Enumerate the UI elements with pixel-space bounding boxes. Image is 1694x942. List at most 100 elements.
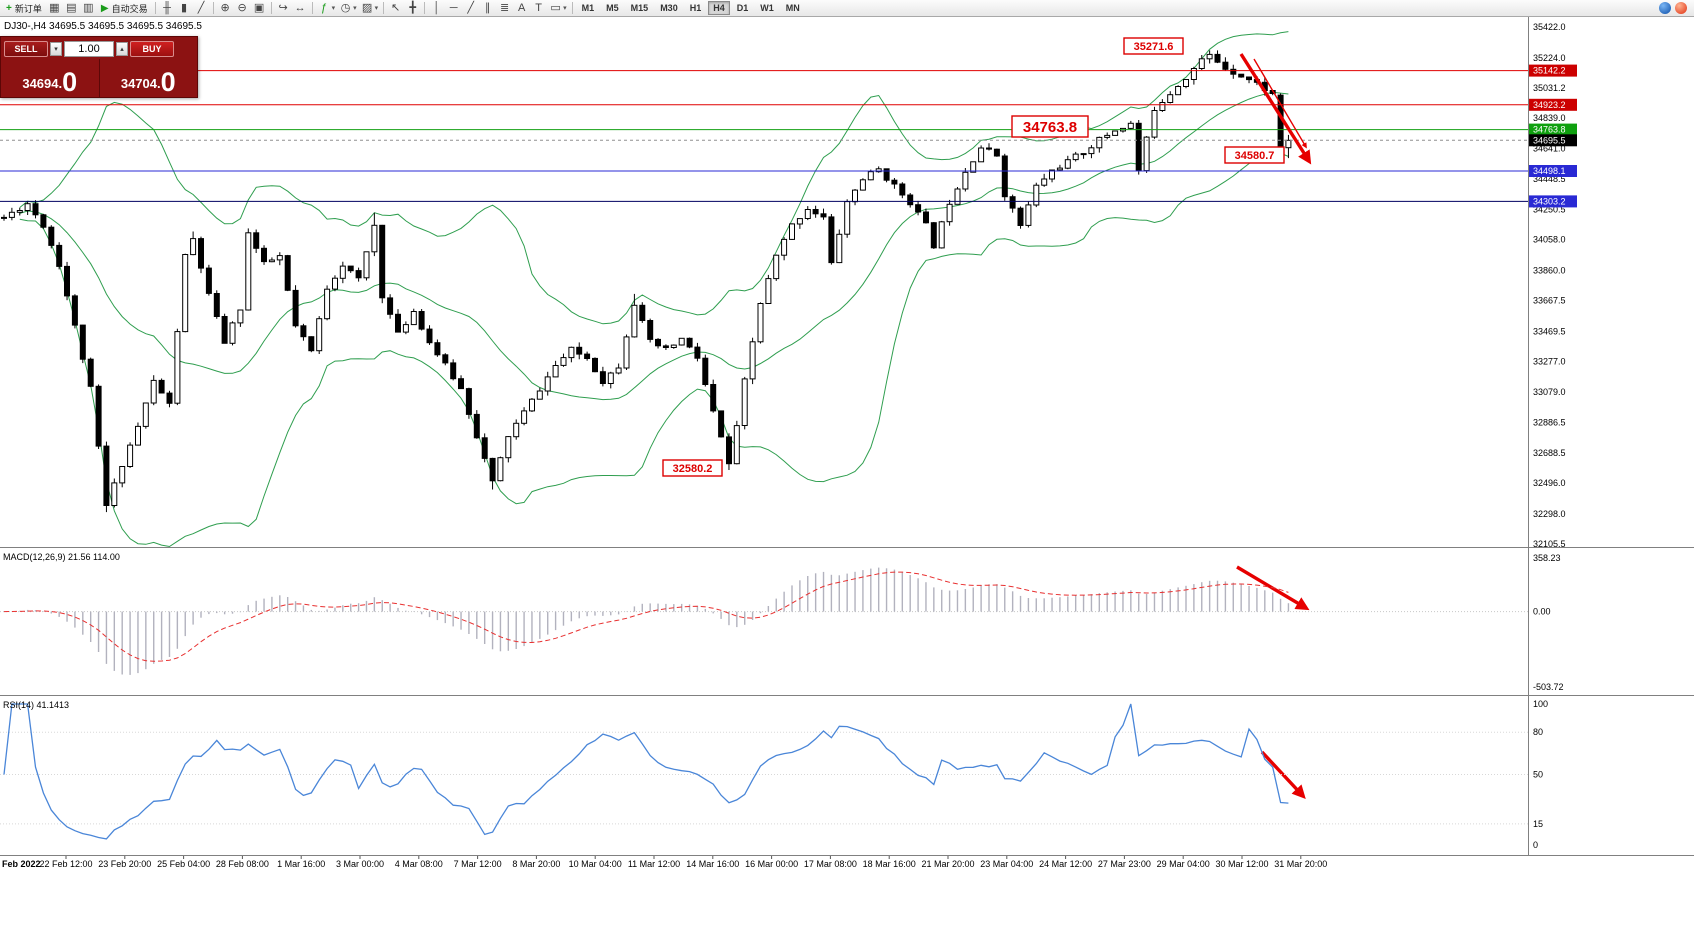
svg-text:35271.6: 35271.6 — [1134, 41, 1174, 53]
svg-text:8 Mar 20:00: 8 Mar 20:00 — [512, 859, 560, 869]
timeframe-m15-button[interactable]: M15 — [630, 3, 649, 13]
svg-text:1 Mar 16:00: 1 Mar 16:00 — [277, 859, 325, 869]
rsi-label: RSI(14) 41.1413 — [3, 700, 69, 710]
svg-text:32886.5: 32886.5 — [1533, 417, 1566, 427]
svg-text:10 Mar 04:00: 10 Mar 04:00 — [569, 859, 622, 869]
zoom-in-icon[interactable]: ⊕ — [220, 1, 230, 14]
cursor-icon[interactable]: ↖ — [391, 1, 401, 14]
svg-text:33079.0: 33079.0 — [1533, 387, 1566, 397]
svg-text:18 Mar 16:00: 18 Mar 16:00 — [863, 859, 916, 869]
chart-shift-icon[interactable]: ↔ — [294, 1, 306, 14]
one-click-prices: 34694. 0 34704. 0 — [1, 59, 197, 97]
price-annotations[interactable]: 35271.6 34763.8 34580.7 32580.2 — [662, 37, 1285, 477]
buy-button[interactable]: BUY — [130, 41, 174, 57]
svg-text:34923.2: 34923.2 — [1533, 100, 1566, 110]
volume-decrease-button[interactable]: ▾ — [50, 42, 62, 56]
sell-button[interactable]: SELL — [4, 41, 48, 57]
svg-text:35142.2: 35142.2 — [1533, 66, 1566, 76]
svg-text:23 Mar 04:00: 23 Mar 04:00 — [980, 859, 1033, 869]
indicators-icon[interactable]: ƒ — [321, 1, 328, 14]
macd-pane: MACD(12,26,9) 21.56 114.00 358.23 0.00 -503… — [0, 552, 1564, 692]
channel-icon[interactable]: ∥ — [484, 1, 491, 14]
vline-icon[interactable]: │ — [433, 1, 441, 14]
svg-text:35422.0: 35422.0 — [1533, 22, 1566, 32]
trend-arrows[interactable] — [1236, 53, 1312, 799]
svg-text:24 Mar 12:00: 24 Mar 12:00 — [1039, 859, 1092, 869]
trendline-icon[interactable]: ╱ — [467, 1, 474, 14]
timeframe-h4-button[interactable]: H4 — [708, 1, 730, 15]
dropdown-caret-icon[interactable]: ▾ — [374, 5, 379, 12]
toolbar-separator — [383, 2, 385, 14]
svg-text:17 Mar 08:00: 17 Mar 08:00 — [804, 859, 857, 869]
shapes-icon[interactable]: ▭ — [550, 1, 561, 14]
candles-type-icon[interactable]: ▮ — [181, 1, 188, 14]
svg-text:30 Mar 12:00: 30 Mar 12:00 — [1215, 859, 1268, 869]
new-order-button-label: 新订单 — [14, 3, 42, 14]
svg-text:34303.2: 34303.2 — [1533, 196, 1566, 206]
new-order-button[interactable]: + 新订单 — [3, 1, 45, 16]
svg-text:32496.0: 32496.0 — [1533, 478, 1566, 488]
svg-text:100: 100 — [1533, 699, 1548, 709]
svg-text:15: 15 — [1533, 819, 1543, 829]
status-red-icon[interactable] — [1675, 2, 1687, 14]
timeframe-mn-button[interactable]: MN — [785, 3, 800, 13]
buy-price-frac: 0 — [160, 67, 176, 97]
svg-text:7 Mar 12:00: 7 Mar 12:00 — [454, 859, 502, 869]
toolbar-separator — [212, 2, 214, 14]
periods-icon[interactable]: ◷ — [340, 1, 351, 14]
text-icon[interactable]: A — [517, 1, 526, 14]
market-watch-icon[interactable]: ▥ — [83, 1, 94, 14]
toolbar: + 新订单 ▦ ▤ ▥ ▶ 自动交易 ╫ ▮ ╱ ⊕ ⊖ ▣ ↪ ↔ ƒ ▾ ◷ ▾ ▨ ▾ ↖ ╋ │ ─ ╱ ∥ ≣ A T ▭ ▾ M1 M… — [0, 0, 1694, 17]
one-click-controls: SELL ▾ ▴ BUY — [1, 37, 197, 59]
volume-increase-button[interactable]: ▴ — [116, 42, 128, 56]
chart-canvas[interactable]: 35422.0 35224.0 35031.2 34839.0 34641.0 34448… — [0, 17, 1694, 942]
svg-text:3 Mar 00:00: 3 Mar 00:00 — [336, 859, 384, 869]
charts-icon[interactable]: ▦ — [49, 1, 60, 14]
status-icons — [1659, 2, 1692, 14]
svg-text:34250.5: 34250.5 — [1533, 205, 1566, 215]
svg-text:32105.5: 32105.5 — [1533, 539, 1566, 549]
line-type-icon[interactable]: ╱ — [197, 1, 205, 14]
rsi-pane: RSI(14) 41.1413 100 80 50 15 0 — [0, 699, 1548, 850]
hline-icon[interactable]: ─ — [449, 1, 458, 14]
buy-price[interactable]: 34704. 0 — [100, 59, 198, 97]
svg-text:23 Feb 20:00: 23 Feb 20:00 — [98, 859, 151, 869]
buy-price-int: 34704 — [120, 76, 157, 91]
sell-price-frac: 0 — [62, 67, 78, 97]
label-icon[interactable]: T — [535, 1, 542, 14]
timeframe-w1-button[interactable]: W1 — [760, 3, 774, 13]
auto-trading-button-label: 自动交易 — [111, 3, 148, 14]
crosshair-icon[interactable]: ╋ — [409, 1, 416, 14]
toolbar-separator — [154, 2, 156, 14]
zoom-out-icon[interactable]: ⊖ — [237, 1, 247, 14]
tile-windows-icon[interactable]: ▣ — [253, 1, 265, 14]
profiles-icon[interactable]: ▤ — [66, 1, 77, 14]
toolbar-buttons: + 新订单 ▦ ▤ ▥ ▶ 自动交易 ╫ ▮ ╱ ⊕ ⊖ ▣ ↪ ↔ ƒ ▾ ◷ ▾ ▨ ▾ ↖ ╋ │ ─ ╱ ∥ ≣ A T ▭ ▾ M1 M… — [2, 0, 1659, 16]
timeframe-m5-button[interactable]: M5 — [606, 3, 619, 13]
play-icon: ▶ — [100, 2, 109, 14]
status-blue-icon[interactable] — [1659, 2, 1671, 14]
sell-price-int: 34694 — [22, 76, 59, 91]
timeframe-m30-button[interactable]: M30 — [660, 3, 678, 13]
chart-title: DJ30-,H4 34695.5 34695.5 34695.5 34695.5 — [4, 21, 202, 32]
svg-text:32298.0: 32298.0 — [1533, 509, 1566, 519]
sell-price[interactable]: 34694. 0 — [1, 59, 99, 97]
timeframe-m1-button[interactable]: M1 — [581, 3, 595, 13]
timeframe-h1-button[interactable]: H1 — [689, 3, 702, 13]
bars-type-icon[interactable]: ╫ — [163, 1, 171, 14]
timeframe-d1-button[interactable]: D1 — [736, 3, 749, 13]
svg-text:34448.5: 34448.5 — [1533, 174, 1566, 184]
auto-trading-button[interactable]: ▶ 自动交易 — [98, 1, 151, 16]
svg-text:35224.0: 35224.0 — [1533, 53, 1566, 63]
templates-icon[interactable]: ▨ — [361, 1, 373, 14]
auto-scroll-icon[interactable]: ↪ — [278, 1, 288, 14]
buy-price-dot: . — [157, 76, 161, 91]
volume-input[interactable] — [64, 41, 114, 57]
dropdown-caret-icon[interactable]: ▾ — [353, 5, 357, 12]
dropdown-caret-icon[interactable]: ▾ — [331, 5, 336, 12]
dropdown-caret-icon[interactable]: ▾ — [563, 5, 567, 12]
fibo-icon[interactable]: ≣ — [500, 1, 510, 14]
